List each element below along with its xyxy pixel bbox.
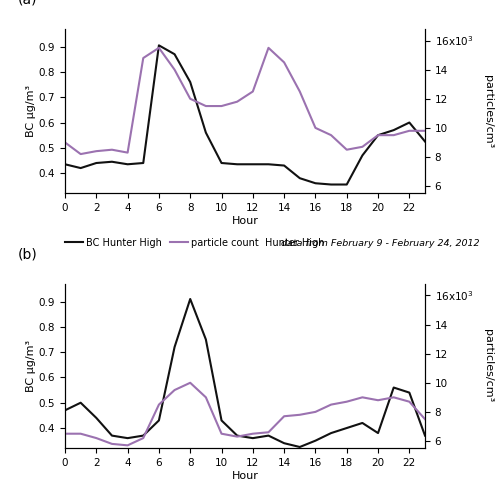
Y-axis label: particles/cm³: particles/cm³ <box>483 75 493 148</box>
Text: (a): (a) <box>18 0 38 7</box>
X-axis label: Hour: Hour <box>232 471 258 481</box>
Text: data from February 9 - February 24, 2012: data from February 9 - February 24, 2012 <box>281 240 479 248</box>
Y-axis label: BC µg/m³: BC µg/m³ <box>26 85 36 137</box>
Y-axis label: BC µg/m³: BC µg/m³ <box>26 340 36 392</box>
Y-axis label: particles/cm³: particles/cm³ <box>483 329 493 402</box>
Legend: BC Hunter High, particle count  Hunter High: BC Hunter High, particle count Hunter Hi… <box>65 238 325 248</box>
Text: (b): (b) <box>18 248 38 262</box>
X-axis label: Hour: Hour <box>232 216 258 226</box>
